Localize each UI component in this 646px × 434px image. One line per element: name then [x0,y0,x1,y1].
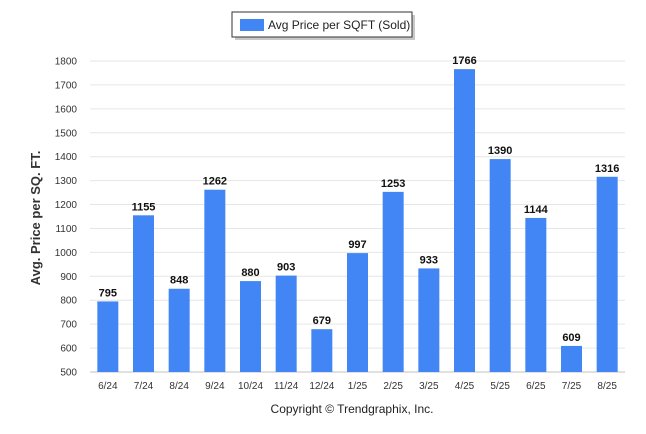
data-label: 848 [170,275,188,287]
value-labels-layer: 795 1155 848 1262 880 903 679 997 1253 933 1766 139… [99,55,620,344]
x-tick-labels: 6/24 7/24 8/24 9/24 10/24 11/24 12/24 1/25 2/25 3… [98,381,617,392]
bars-layer [97,69,618,372]
bar [204,189,226,372]
data-label: 997 [348,239,366,251]
data-label: 795 [99,287,117,299]
bar [418,268,440,372]
bar [168,288,190,372]
data-label: 609 [562,332,580,344]
y-tick-label: 1400 [55,152,78,163]
data-label: 1144 [524,204,549,216]
x-tick-label: 5/25 [490,381,510,392]
y-tick-labels: 500 600 700 800 900 1000 1100 1200 1300 1400 1500 1… [55,57,78,379]
bar [97,301,119,372]
x-tick-label: 2/25 [383,381,403,392]
bar [454,69,475,372]
x-tick-label: 10/24 [238,381,263,392]
bar [240,281,261,372]
data-label: 880 [241,267,259,279]
x-tick-label: 12/24 [309,381,334,392]
bar [133,215,154,372]
y-tick-label: 1000 [55,248,78,259]
x-tick-label: 3/25 [419,381,439,392]
legend-swatch [240,19,264,31]
data-label: 1390 [488,145,512,157]
x-tick-label: 1/25 [348,381,368,392]
y-tick-label: 1600 [55,104,78,115]
y-tick-label: 1100 [55,224,77,235]
y-tick-label: 1200 [55,200,78,211]
data-label: 1262 [203,176,227,188]
y-tick-label: 1700 [55,80,78,91]
x-tick-label: 9/24 [205,381,225,392]
x-tick-label: 4/25 [455,381,475,392]
copyright-footer: Copyright © Trendgraphix, Inc. [271,402,434,416]
x-tick-label: 8/25 [597,381,617,392]
x-tick-label: 6/24 [98,381,118,392]
legend-label: Avg Price per SQFT (Sold) [268,18,410,32]
data-label: 1253 [381,178,405,190]
y-tick-label: 600 [60,344,77,355]
y-tick-label: 800 [60,296,77,307]
bar [525,217,547,372]
y-tick-label: 1500 [55,128,78,139]
bar [347,253,368,372]
bar [382,191,404,372]
data-label: 679 [313,315,331,327]
bar [489,159,511,372]
data-label: 1155 [132,201,156,213]
x-tick-label: 11/24 [274,381,299,392]
bar [561,345,582,372]
data-label: 933 [420,254,438,266]
y-tick-label: 700 [60,320,77,331]
x-tick-label: 7/25 [562,381,582,392]
legend: Avg Price per SQFT (Sold) [231,11,415,40]
y-tick-label: 900 [60,272,77,283]
x-tick-label: 6/25 [526,381,546,392]
y-tick-label: 1300 [55,176,78,187]
bar [275,275,297,372]
bar [596,176,618,372]
data-label: 903 [277,262,295,274]
y-axis-title: Avg. Price per SQ. FT. [28,151,43,286]
y-tick-label: 500 [60,368,77,379]
data-label: 1316 [595,163,619,175]
x-tick-label: 8/24 [169,381,189,392]
y-tick-label: 1800 [55,57,78,68]
data-label: 1766 [452,55,476,67]
x-tick-label: 7/24 [134,381,154,392]
bar [311,329,333,372]
